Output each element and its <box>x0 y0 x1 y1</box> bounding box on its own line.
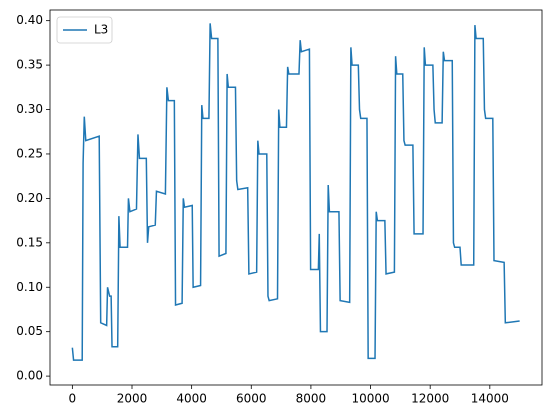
legend-label: L3 <box>94 23 108 37</box>
x-tick-label: 6000 <box>236 392 267 406</box>
y-tick-label: 0.10 <box>16 280 43 294</box>
x-tick-label: 0 <box>69 392 77 406</box>
x-tick-label: 4000 <box>176 392 207 406</box>
x-tick-label: 14000 <box>471 392 509 406</box>
y-tick-label: 0.25 <box>16 146 43 160</box>
y-tick-label: 0.00 <box>16 369 43 383</box>
x-tick-label: 8000 <box>296 392 327 406</box>
y-tick-label: 0.15 <box>16 235 43 249</box>
y-tick-label: 0.35 <box>16 58 43 72</box>
line-series <box>71 23 520 361</box>
x-tick-label: 12000 <box>411 392 449 406</box>
y-tick-label: 0.40 <box>16 13 43 27</box>
y-tick-label: 0.30 <box>16 102 43 116</box>
y-tick-label: 0.05 <box>16 324 43 338</box>
x-tick-label: 10000 <box>351 392 389 406</box>
axes-frame <box>49 9 543 386</box>
y-tick-label: 0.20 <box>16 191 43 205</box>
x-tick-label: 2000 <box>117 392 148 406</box>
